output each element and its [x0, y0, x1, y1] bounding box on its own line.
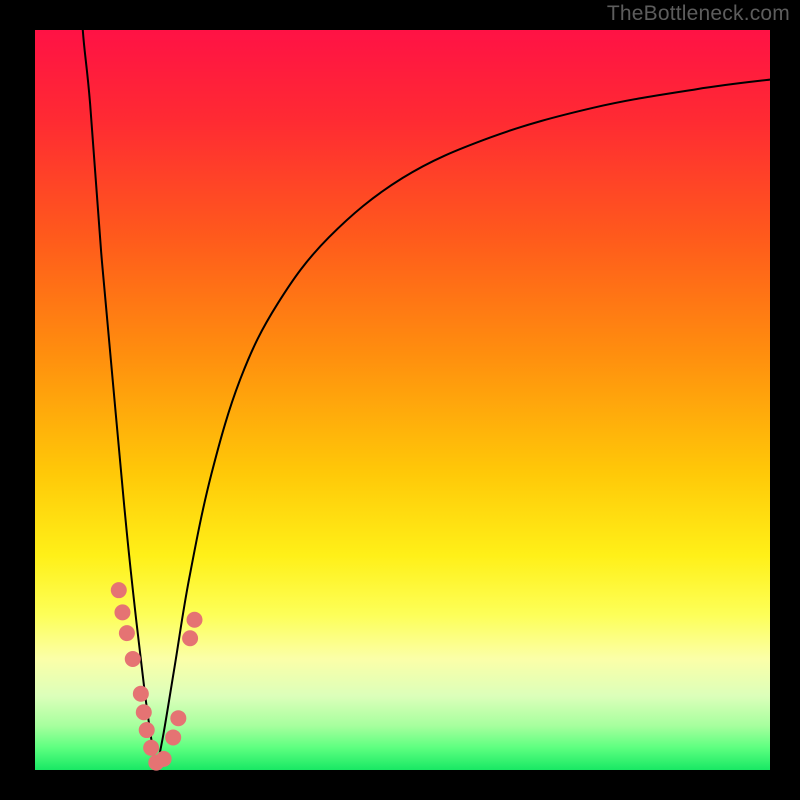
watermark-text: TheBottleneck.com: [607, 2, 790, 26]
chart-svg: [0, 0, 800, 800]
bottleneck-chart: TheBottleneck.com: [0, 0, 800, 800]
